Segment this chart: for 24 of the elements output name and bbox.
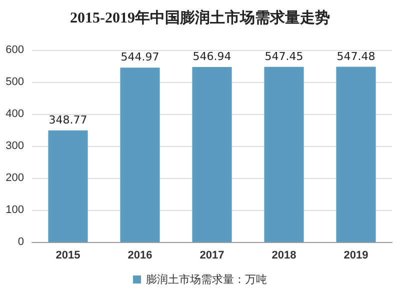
y-tick-label: 300 xyxy=(6,140,24,152)
x-tick-label: 2017 xyxy=(200,250,224,262)
y-tick-label: 0 xyxy=(18,236,24,248)
data-label: 547.45 xyxy=(264,50,304,63)
data-label: 546.94 xyxy=(192,50,232,63)
y-tick-label: 100 xyxy=(6,204,24,216)
bar xyxy=(336,66,376,242)
x-tick-label: 2019 xyxy=(344,250,368,262)
legend-label: 膨润土市场需求量：万吨 xyxy=(146,273,267,286)
bar xyxy=(264,66,304,242)
bar xyxy=(192,66,232,242)
bar xyxy=(48,130,88,242)
y-tick-label: 200 xyxy=(6,172,24,184)
y-tick-label: 400 xyxy=(6,108,24,120)
x-tick-label: 2018 xyxy=(272,250,296,262)
x-tick-label: 2015 xyxy=(56,250,80,262)
y-tick-label: 500 xyxy=(6,76,24,88)
bar xyxy=(120,68,160,242)
x-tick-label: 2016 xyxy=(128,250,152,262)
data-label: 547.48 xyxy=(336,50,376,63)
y-tick-label: 600 xyxy=(6,44,24,56)
chart-title: 2015-2019年中国膨润土市场需求量走势 xyxy=(70,8,330,26)
data-label: 348.77 xyxy=(48,113,88,126)
data-label: 544.97 xyxy=(120,50,160,64)
